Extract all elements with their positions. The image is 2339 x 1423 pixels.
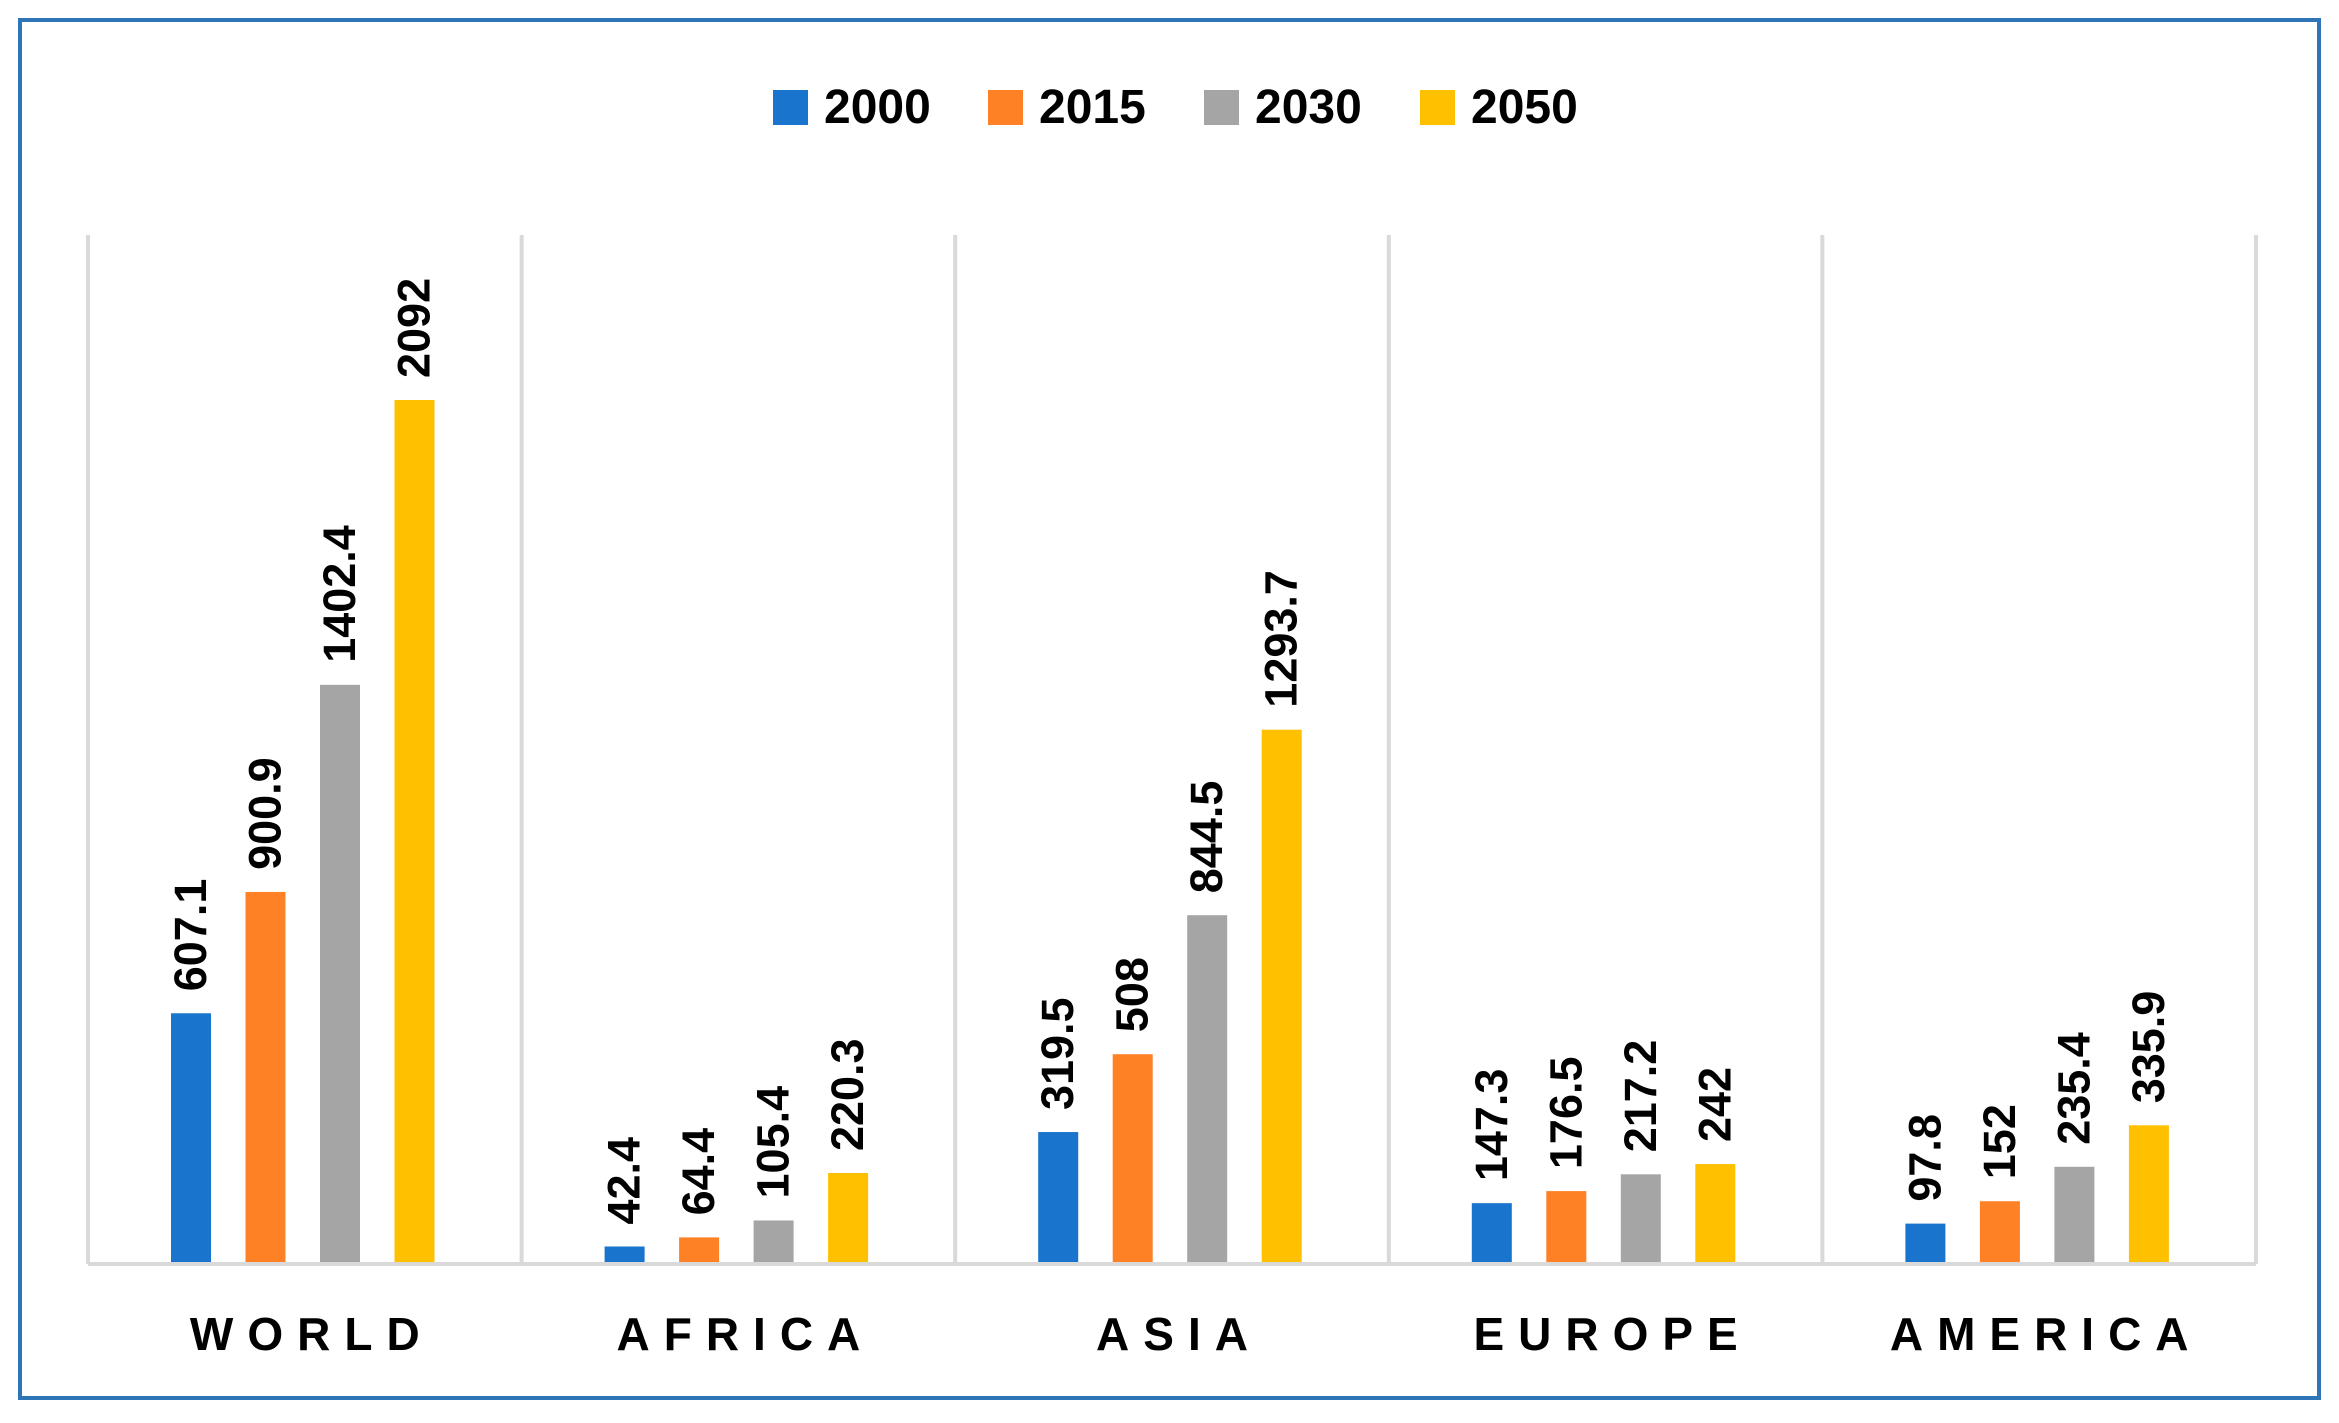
bar-2050-world xyxy=(394,400,435,1264)
data-label: 176.5 xyxy=(1540,1056,1591,1169)
category-label: WORLD xyxy=(190,1308,434,1360)
data-label: 220.3 xyxy=(822,1038,873,1151)
data-label: 508 xyxy=(1107,957,1158,1032)
data-label: 64.4 xyxy=(673,1128,724,1216)
data-label: 607.1 xyxy=(165,879,216,992)
bar-2015-asia xyxy=(1112,1054,1153,1264)
category-labels: WORLD AFRICA ASIA EUROPE AMERICA xyxy=(190,1308,2203,1360)
data-label: 335.9 xyxy=(2123,991,2174,1104)
data-label: 105.4 xyxy=(748,1086,799,1199)
data-label: 147.3 xyxy=(1466,1069,1517,1182)
bar-2000-asia xyxy=(1038,1132,1079,1264)
legend: 2000 2015 2030 2050 xyxy=(773,81,1578,134)
bar-2030-europe xyxy=(1620,1174,1661,1264)
data-label: 42.4 xyxy=(599,1137,650,1225)
data-label: 235.4 xyxy=(2048,1032,2099,1145)
data-label: 97.8 xyxy=(1899,1114,1950,1202)
data-label: 844.5 xyxy=(1181,781,1232,894)
legend-swatch xyxy=(1204,90,1239,125)
bar-2050-europe xyxy=(1695,1164,1736,1264)
bars xyxy=(171,400,2169,1264)
data-label: 900.9 xyxy=(240,757,291,870)
legend-swatch xyxy=(773,90,808,125)
bar-2000-europe xyxy=(1471,1203,1512,1264)
category-label: ASIA xyxy=(1096,1308,1262,1360)
bar-2050-asia xyxy=(1261,729,1302,1264)
bar-2015-world xyxy=(245,891,286,1264)
data-label: 152 xyxy=(1974,1104,2025,1179)
bar-2015-america xyxy=(1979,1201,2020,1264)
bar-2050-america xyxy=(2128,1125,2169,1264)
data-labels: 607.1 42.4 319.5 147.3 97.8 900.9 64.4 508 176.5… xyxy=(165,278,2174,1225)
legend-swatch xyxy=(988,90,1023,125)
bar-2050-africa xyxy=(828,1173,869,1264)
data-label: 217.2 xyxy=(1615,1040,1666,1153)
bar-2015-europe xyxy=(1546,1191,1587,1264)
category-label: EUROPE xyxy=(1473,1308,1751,1360)
legend-label: 2015 xyxy=(1039,81,1146,134)
data-label: 1402.4 xyxy=(314,525,365,663)
category-label: AMERICA xyxy=(1890,1308,2203,1360)
bar-2030-world xyxy=(320,684,360,1264)
bar-2000-africa xyxy=(604,1246,645,1264)
chart-border xyxy=(18,18,2321,1400)
category-dividers xyxy=(86,235,2258,1264)
bar-2030-africa xyxy=(753,1220,794,1264)
data-label: 2092 xyxy=(389,278,440,378)
legend-swatch xyxy=(1420,90,1455,125)
category-label: AFRICA xyxy=(617,1308,875,1360)
bar-2015-africa xyxy=(679,1237,720,1264)
bar-2000-america xyxy=(1905,1223,1946,1264)
data-label: 242 xyxy=(1689,1067,1740,1142)
data-label: 1293.7 xyxy=(1256,570,1307,708)
legend-label: 2050 xyxy=(1471,81,1578,134)
bar-2030-america xyxy=(2054,1166,2095,1264)
bar-2000-world xyxy=(171,1013,211,1264)
bar-2030-asia xyxy=(1187,915,1228,1264)
data-label: 319.5 xyxy=(1032,997,1083,1110)
legend-label: 2000 xyxy=(824,81,931,134)
legend-label: 2030 xyxy=(1255,81,1362,134)
